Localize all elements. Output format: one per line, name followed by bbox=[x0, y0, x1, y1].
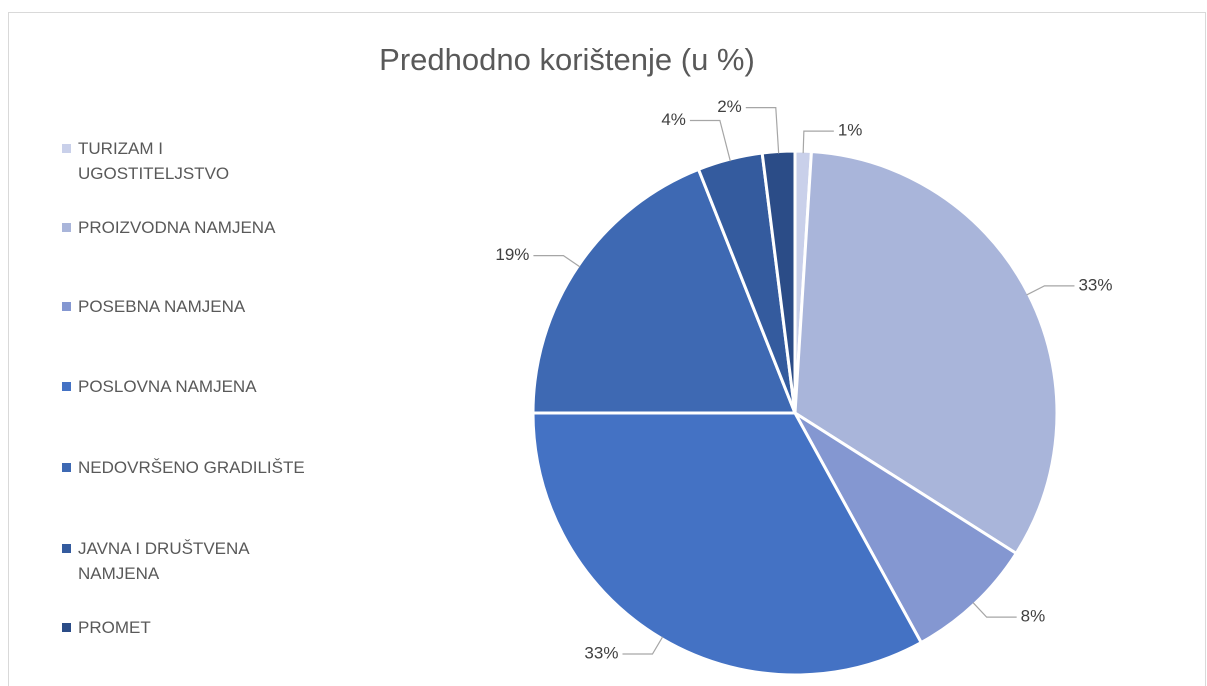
legend-label: PROIZVODNA NAMJENA bbox=[78, 218, 276, 237]
legend-label: POSLOVNA NAMJENA bbox=[78, 377, 257, 396]
legend-label: NEDOVRŠENO GRADILIŠTE bbox=[78, 458, 305, 477]
legend-item: NEDOVRŠENO GRADILIŠTE bbox=[62, 455, 318, 480]
data-label: 33% bbox=[584, 643, 618, 662]
legend-item: TURIZAM I UGOSTITELJSTVO bbox=[62, 136, 318, 186]
legend-swatch bbox=[62, 302, 71, 311]
data-label: 2% bbox=[717, 97, 742, 116]
data-label: 4% bbox=[661, 110, 686, 129]
leader-line bbox=[533, 255, 581, 268]
legend-item: PROMET bbox=[62, 615, 318, 640]
legend-label: PROMET bbox=[78, 618, 151, 637]
data-label: 8% bbox=[1021, 607, 1046, 626]
legend-label: TURIZAM I UGOSTITELJSTVO bbox=[78, 139, 230, 183]
legend-swatch bbox=[62, 544, 71, 553]
data-label: 19% bbox=[495, 245, 529, 264]
legend-label: JAVNA I DRUŠTVENA NAMJENA bbox=[78, 539, 249, 583]
leader-line bbox=[689, 119, 731, 162]
legend-item: POSEBNA NAMJENA bbox=[62, 294, 318, 319]
leader-line bbox=[1026, 285, 1075, 296]
legend-item: PROIZVODNA NAMJENA bbox=[62, 215, 318, 240]
leader-line bbox=[622, 636, 664, 655]
legend-swatch bbox=[62, 382, 71, 391]
data-label: 1% bbox=[838, 121, 863, 140]
legend-item: POSLOVNA NAMJENA bbox=[62, 374, 318, 399]
leader-line bbox=[802, 130, 834, 154]
legend-swatch bbox=[62, 463, 71, 472]
chart-border bbox=[8, 12, 1206, 686]
legend-swatch bbox=[62, 144, 71, 153]
data-label: 33% bbox=[1078, 275, 1112, 294]
legend-item: JAVNA I DRUŠTVENA NAMJENA bbox=[62, 536, 318, 586]
leader-line bbox=[972, 602, 1017, 618]
legend-swatch bbox=[62, 623, 71, 632]
leader-line bbox=[745, 107, 780, 154]
legend-swatch bbox=[62, 223, 71, 232]
legend-label: POSEBNA NAMJENA bbox=[78, 297, 246, 316]
chart-title: Predhodno korištenje (u %) bbox=[379, 42, 755, 77]
